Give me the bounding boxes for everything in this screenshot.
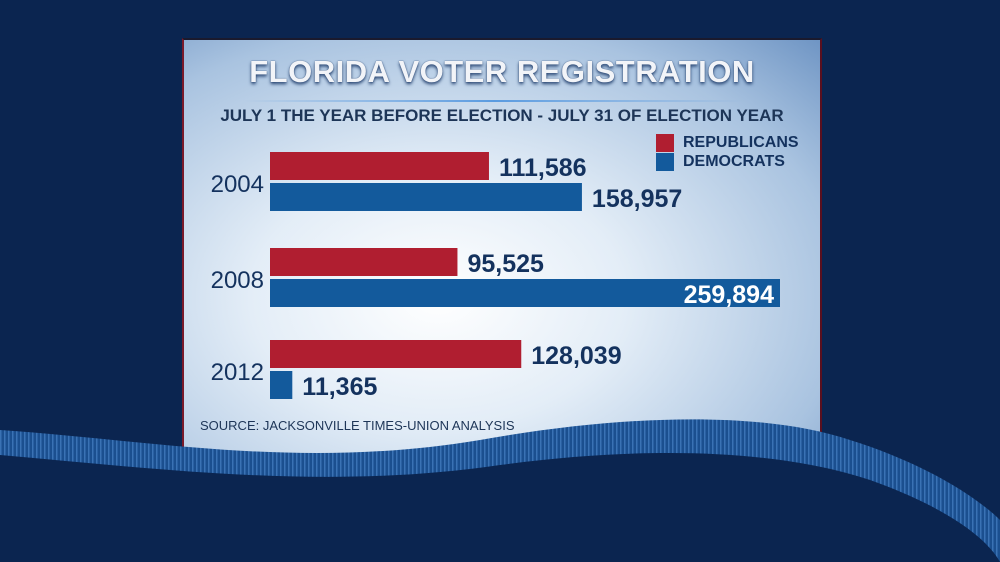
- bar-republicans-2008: [270, 248, 458, 276]
- legend-swatch-republicans: [656, 134, 674, 152]
- chart-title: FLORIDA VOTER REGISTRATION: [249, 54, 755, 89]
- bar-democrats-2012: [270, 371, 293, 399]
- value-label-republicans-2008: 95,525: [467, 250, 544, 278]
- value-label-democrats-2012: 11,365: [302, 373, 377, 401]
- title-divider: [244, 100, 744, 102]
- legend-label-republicans: REPUBLICANS: [683, 134, 799, 151]
- category-label-2004: 2004: [211, 171, 264, 198]
- legend-item-democrats: DEMOCRATS: [656, 153, 785, 171]
- legend-item-republicans: REPUBLICANS: [656, 134, 799, 152]
- value-label-republicans-2012: 128,039: [531, 342, 621, 370]
- chart-subtitle: JULY 1 THE YEAR BEFORE ELECTION - JULY 3…: [220, 106, 784, 125]
- legend-swatch-democrats: [656, 153, 674, 171]
- value-label-republicans-2004: 111,586: [499, 154, 587, 182]
- legend-label-democrats: DEMOCRATS: [683, 153, 785, 170]
- bar-democrats-2004: [270, 183, 582, 211]
- value-label-democrats-2004: 158,957: [592, 185, 682, 213]
- bar-republicans-2004: [270, 152, 489, 180]
- value-label-democrats-2008: 259,894: [684, 281, 774, 309]
- bar-republicans-2012: [270, 340, 522, 368]
- category-label-2012: 2012: [211, 359, 264, 386]
- bar-democrats-2008: [270, 279, 780, 307]
- category-label-2008: 2008: [211, 267, 264, 294]
